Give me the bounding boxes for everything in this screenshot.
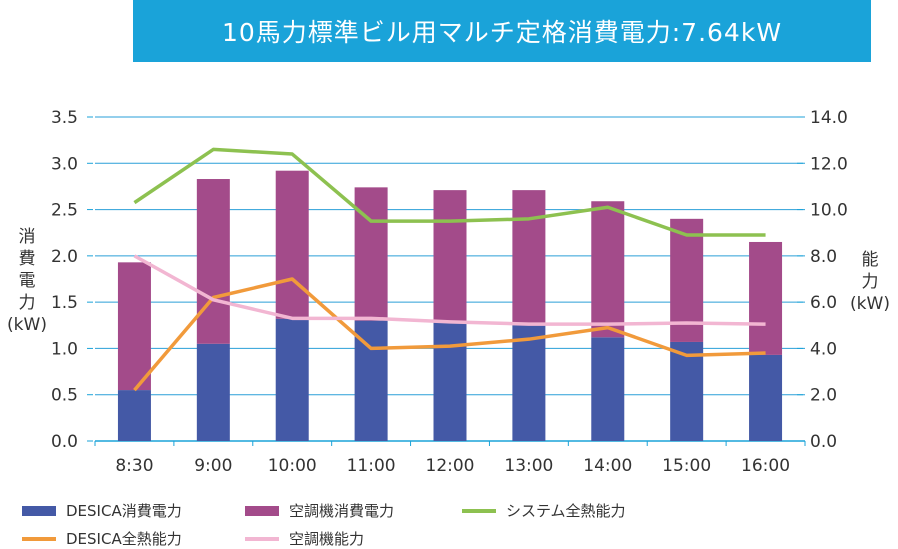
right-tick-label: 14.0 [810,108,848,128]
left-axis-label: 消費電力(kW) [7,227,47,335]
left-tick-label: 1.0 [51,339,78,359]
right-axis-label-part: (kW) [850,294,890,314]
right-tick-label: 2.0 [810,386,837,406]
legend-label: 空調機消費電力 [289,502,395,520]
x-tick-label: 8:30 [115,456,153,476]
left-tick-label: 0.0 [51,432,78,452]
legend-label: システム全熱能力 [506,502,626,520]
bar-desica-power [275,318,309,441]
x-axis-ticks: 8:30 9:00 10:00 11:00 12:00 13:00 14:00 15:00 16… [115,456,790,476]
bar-aircon-power [749,241,783,355]
bar-desica-power [117,390,151,441]
line-aircon-capacity [133,254,766,326]
bar-series [117,170,783,441]
legend-item-system-capacity: システム全熱能力 [462,500,626,521]
x-tick-label: 13:00 [504,456,553,476]
left-tick-label: 1.5 [51,293,78,313]
x-tick-label: 10:00 [268,456,317,476]
right-tick-label: 10.0 [810,201,848,221]
left-tick-label: 2.5 [51,201,78,221]
left-axis-label-part: 電 [19,271,36,291]
x-tick-label: 11:00 [347,456,396,476]
bar-aircon-power [196,179,230,344]
left-axis-label-part: (kW) [7,315,47,335]
right-tick-label: 8.0 [810,247,837,267]
bar-desica-power [512,323,546,441]
bar-desica-power [749,354,783,441]
legend-item-aircon-power: 空調機消費電力 [245,500,394,521]
bar-aircon-power [512,190,546,324]
legend-swatch [22,505,56,516]
right-axis-label: 能力(kW) [850,250,890,314]
legend-swatch [22,536,56,541]
bar-aircon-power [275,170,309,319]
x-tick-label: 14:00 [583,456,632,476]
right-tick-label: 0.0 [810,432,837,452]
legend-swatch [245,505,279,516]
right-tick-label: 12.0 [810,154,848,174]
legend-item-desica-capacity: DESICA全熱能力 [22,528,182,549]
legend-label: DESICA消費電力 [66,502,182,520]
line-desica-capacity [133,277,766,392]
bar-desica-power [670,341,704,441]
x-tick-label: 12:00 [426,456,475,476]
x-tick-label: 9:00 [194,456,232,476]
left-axis-ticks: 0.0 0.5 1.0 1.5 2.0 2.5 3.0 3.5 [51,108,93,452]
left-tick-label: 2.0 [51,247,78,267]
legend-swatch [462,508,496,513]
right-tick-label: 6.0 [810,293,837,313]
right-tick-label: 4.0 [810,339,837,359]
right-axis-ticks: 0.0 2.0 4.0 6.0 8.0 10.0 12.0 14.0 [797,108,848,452]
line-system-capacity [133,147,766,237]
bar-desica-power [591,337,625,441]
chart-area: 0.0 0.5 1.0 1.5 2.0 2.5 3.0 3.5 0.0 2.0 4.0 6.0 8.0… [7,108,890,476]
bar-aircon-power [354,187,388,321]
left-axis-label-part: 消 [19,227,36,247]
legend-label: DESICA全熱能力 [66,530,182,548]
right-axis-label-part: 能 [862,250,879,270]
x-tick-label: 16:00 [741,456,790,476]
x-tick-label: 15:00 [662,456,711,476]
left-axis-label-part: 力 [19,293,36,313]
legend: DESICA消費電力 空調機消費電力 システム全熱能力 DESICA全熱能力 空… [0,496,898,549]
legend-item-aircon-capacity: 空調機能力 [245,528,364,549]
left-tick-label: 3.5 [51,108,78,128]
bar-aircon-power [117,262,151,391]
bar-aircon-power [591,201,625,338]
line-series [133,147,766,392]
left-axis-label-part: 費 [19,249,36,269]
right-axis-label-part: 力 [862,272,879,292]
bar-desica-power [196,343,230,441]
chart-title: 10馬力標準ビル用マルチ定格消費電力:7.64kW [133,0,871,62]
left-tick-label: 0.5 [51,386,78,406]
bar-aircon-power [433,190,467,323]
legend-label: 空調機能力 [289,530,365,548]
legend-item-desica-power: DESICA消費電力 [22,500,182,521]
bar-desica-power [433,322,467,441]
legend-swatch [245,536,279,541]
left-tick-label: 3.0 [51,154,78,174]
